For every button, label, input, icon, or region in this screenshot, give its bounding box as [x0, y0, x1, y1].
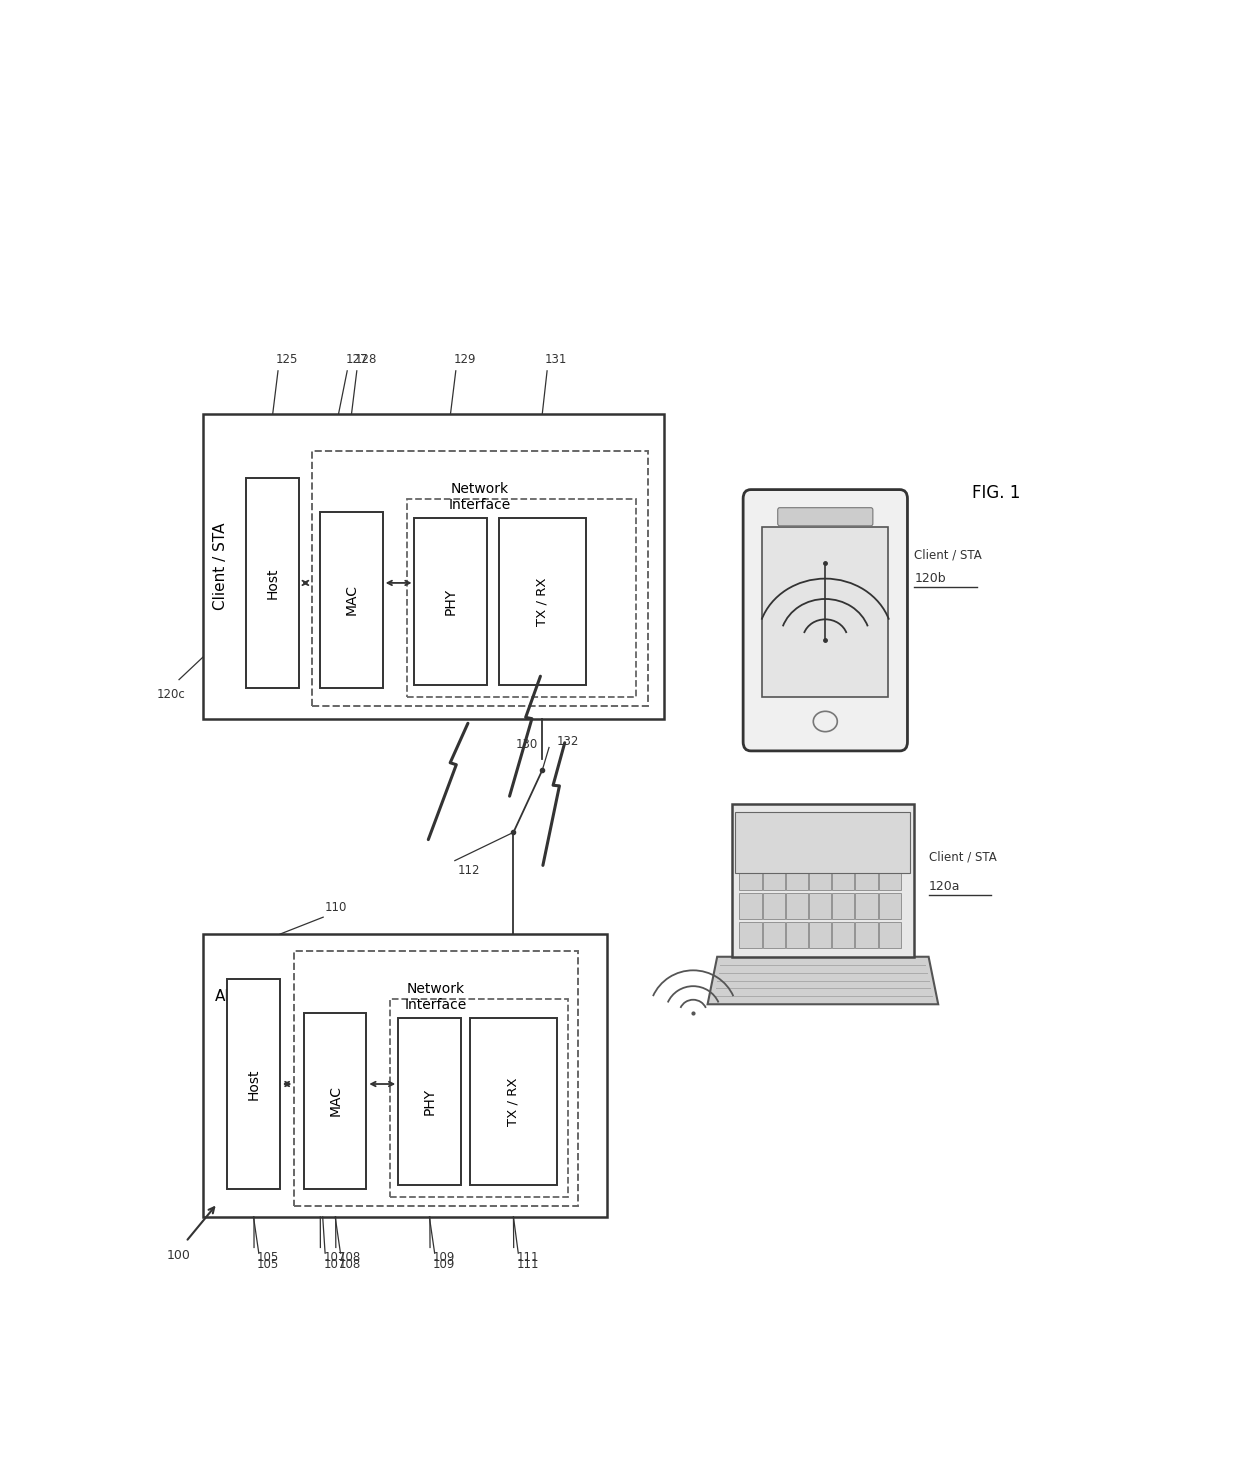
FancyBboxPatch shape: [294, 950, 578, 1206]
FancyBboxPatch shape: [832, 893, 854, 918]
FancyBboxPatch shape: [856, 893, 878, 918]
FancyBboxPatch shape: [763, 864, 785, 890]
Text: MAC: MAC: [329, 1086, 342, 1116]
FancyBboxPatch shape: [856, 834, 878, 861]
FancyBboxPatch shape: [763, 921, 785, 948]
FancyBboxPatch shape: [879, 864, 901, 890]
Text: FIG. 1: FIG. 1: [972, 483, 1021, 502]
Text: 125: 125: [277, 354, 299, 366]
FancyBboxPatch shape: [739, 864, 761, 890]
Text: PHY: PHY: [444, 588, 458, 616]
Text: 132: 132: [557, 734, 579, 748]
FancyBboxPatch shape: [470, 1018, 557, 1185]
FancyBboxPatch shape: [414, 519, 486, 685]
Text: 120b: 120b: [914, 573, 946, 586]
Text: 111: 111: [516, 1252, 539, 1263]
FancyBboxPatch shape: [832, 864, 854, 890]
Text: Client / STA: Client / STA: [929, 851, 997, 864]
Text: 120c: 120c: [157, 687, 186, 701]
Text: 105: 105: [257, 1252, 279, 1263]
Text: 108: 108: [339, 1252, 361, 1263]
FancyBboxPatch shape: [856, 864, 878, 890]
FancyBboxPatch shape: [832, 921, 854, 948]
FancyBboxPatch shape: [398, 1018, 460, 1185]
FancyBboxPatch shape: [304, 1014, 367, 1188]
Text: Client / STA: Client / STA: [213, 523, 228, 610]
FancyBboxPatch shape: [763, 834, 785, 861]
Text: Host: Host: [247, 1068, 260, 1100]
Text: PHY: PHY: [423, 1089, 436, 1115]
FancyBboxPatch shape: [786, 921, 808, 948]
FancyBboxPatch shape: [777, 508, 873, 526]
FancyBboxPatch shape: [247, 479, 299, 687]
FancyBboxPatch shape: [311, 451, 649, 705]
FancyBboxPatch shape: [203, 414, 665, 720]
Text: MAC: MAC: [345, 585, 358, 616]
FancyBboxPatch shape: [879, 834, 901, 861]
FancyBboxPatch shape: [808, 834, 831, 861]
Text: TX / RX: TX / RX: [507, 1077, 520, 1125]
FancyBboxPatch shape: [739, 893, 761, 918]
Text: 129: 129: [454, 354, 476, 366]
Text: Network
Interface: Network Interface: [449, 482, 511, 513]
Text: 108: 108: [339, 1257, 361, 1271]
FancyBboxPatch shape: [808, 893, 831, 918]
FancyBboxPatch shape: [391, 999, 568, 1197]
FancyBboxPatch shape: [786, 864, 808, 890]
Text: TX / RX: TX / RX: [536, 577, 549, 626]
FancyBboxPatch shape: [763, 893, 785, 918]
Polygon shape: [708, 956, 939, 1005]
FancyBboxPatch shape: [808, 921, 831, 948]
FancyBboxPatch shape: [808, 864, 831, 890]
Text: 109: 109: [433, 1252, 455, 1263]
FancyBboxPatch shape: [879, 921, 901, 948]
FancyBboxPatch shape: [879, 893, 901, 918]
Text: Host: Host: [265, 567, 280, 599]
FancyBboxPatch shape: [739, 834, 761, 861]
Text: 109: 109: [433, 1257, 455, 1271]
FancyBboxPatch shape: [739, 921, 761, 948]
FancyBboxPatch shape: [786, 893, 808, 918]
Text: 130: 130: [516, 737, 538, 751]
Text: 111: 111: [516, 1257, 539, 1271]
FancyBboxPatch shape: [320, 513, 383, 687]
Text: 107: 107: [324, 1252, 346, 1263]
FancyBboxPatch shape: [203, 934, 606, 1216]
FancyBboxPatch shape: [407, 498, 635, 696]
FancyBboxPatch shape: [763, 527, 888, 696]
Text: 105: 105: [257, 1257, 279, 1271]
Text: 131: 131: [546, 354, 568, 366]
FancyBboxPatch shape: [732, 804, 914, 956]
Text: 128: 128: [355, 354, 377, 366]
FancyBboxPatch shape: [856, 921, 878, 948]
FancyBboxPatch shape: [832, 834, 854, 861]
Text: Client / STA: Client / STA: [914, 548, 982, 561]
Text: 100: 100: [166, 1249, 191, 1262]
Text: 120a: 120a: [929, 880, 960, 893]
Text: 110: 110: [325, 900, 347, 914]
Text: 127: 127: [345, 354, 368, 366]
FancyBboxPatch shape: [227, 980, 280, 1188]
Text: AP: AP: [215, 989, 234, 1003]
FancyBboxPatch shape: [498, 519, 585, 685]
Text: 112: 112: [458, 864, 480, 877]
Text: Network
Interface: Network Interface: [405, 981, 467, 1012]
Text: 107: 107: [324, 1257, 346, 1271]
FancyBboxPatch shape: [743, 489, 908, 751]
FancyBboxPatch shape: [735, 812, 910, 873]
FancyBboxPatch shape: [786, 834, 808, 861]
